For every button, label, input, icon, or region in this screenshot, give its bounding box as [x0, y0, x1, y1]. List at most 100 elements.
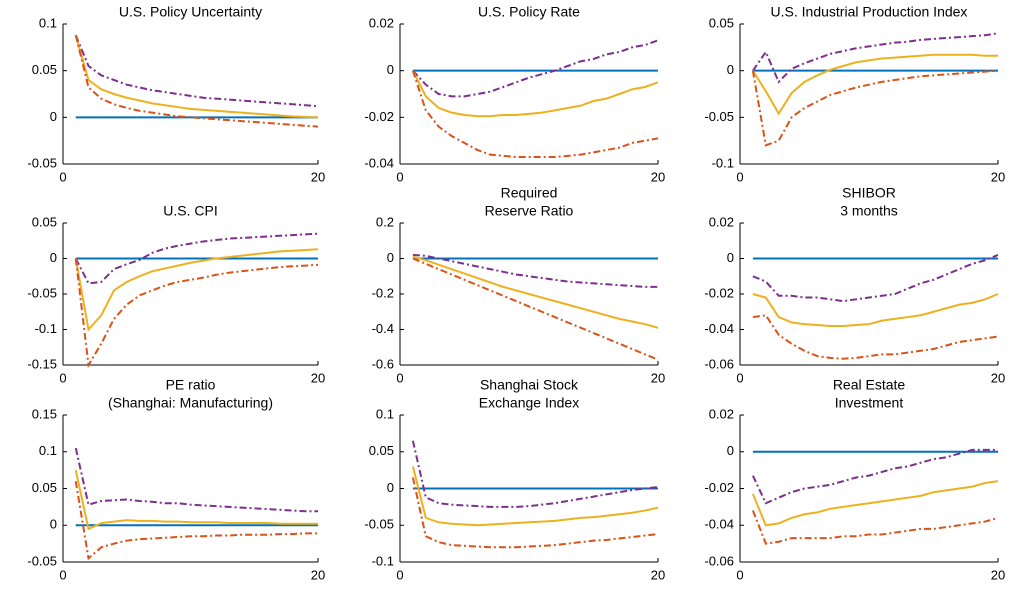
series-line	[752, 32, 999, 84]
chart-title: Investment	[835, 395, 904, 411]
series-line	[752, 314, 999, 360]
y-tick-label: 0.05	[32, 62, 57, 77]
x-tick-label: 0	[736, 169, 743, 184]
series-line	[74, 258, 319, 369]
y-tick-label: -0.02	[364, 109, 394, 124]
y-tick-label: 0.15	[32, 406, 57, 421]
x-tick-label: 0	[736, 567, 743, 582]
y-tick-label: -0.05	[704, 109, 734, 124]
y-tick-label: 0	[727, 443, 734, 458]
y-tick-label: 0	[50, 250, 57, 265]
series-line	[751, 69, 999, 147]
series-line	[412, 257, 659, 361]
y-tick-label: -0.04	[704, 517, 734, 532]
x-tick-label: 0	[396, 169, 403, 184]
x-tick-label: 0	[396, 567, 403, 582]
series-line	[412, 255, 659, 329]
y-tick-label: 0.02	[709, 406, 734, 421]
y-tick-label: 0	[50, 517, 57, 532]
series-line	[411, 440, 659, 508]
y-tick-label: -0.04	[364, 155, 394, 170]
x-tick-label: 20	[991, 370, 1005, 385]
y-tick-label: -0.06	[704, 356, 734, 371]
chart-title: U.S. CPI	[163, 203, 217, 219]
y-tick-label: -0.1	[35, 321, 57, 336]
x-tick-label: 20	[651, 567, 665, 582]
series-line	[412, 70, 659, 118]
y-tick-label: -0.1	[372, 553, 394, 568]
y-tick-label: 0	[387, 480, 394, 495]
series-line	[412, 39, 659, 98]
chart-title: SHIBOR	[842, 185, 896, 201]
chart-title: Real Estate	[833, 377, 906, 393]
x-tick-label: 20	[311, 567, 325, 582]
series-line	[74, 34, 319, 119]
y-tick-label: -0.04	[704, 321, 734, 336]
x-tick-label: 20	[991, 169, 1005, 184]
x-tick-label: 0	[59, 169, 66, 184]
x-tick-label: 20	[651, 370, 665, 385]
series-line	[74, 34, 319, 128]
y-tick-label: 0.02	[369, 15, 394, 30]
y-tick-label: -0.2	[372, 285, 394, 300]
series-line	[74, 447, 318, 513]
x-tick-label: 0	[736, 370, 743, 385]
y-tick-label: -0.15	[27, 356, 57, 371]
series-line	[751, 480, 999, 527]
y-tick-label: 0.05	[369, 443, 394, 458]
chart-title: Shanghai Stock	[480, 377, 579, 393]
y-tick-label: 0.1	[39, 443, 57, 458]
series-line	[752, 293, 999, 327]
y-tick-label: 0.02	[709, 214, 734, 229]
y-tick-label: -0.05	[27, 285, 57, 300]
chart-title: U.S. Policy Uncertainty	[119, 4, 262, 20]
x-tick-label: 0	[59, 370, 66, 385]
series-line	[751, 448, 998, 505]
y-tick-label: 0	[387, 62, 394, 77]
y-tick-label: -0.06	[704, 553, 734, 568]
y-tick-label: -0.02	[704, 480, 734, 495]
chart-title: U.S. Industrial Production Index	[771, 4, 968, 20]
y-tick-label: 0.05	[709, 15, 734, 30]
chart-title: Required	[501, 185, 558, 201]
series-line	[412, 253, 658, 288]
x-tick-label: 0	[59, 567, 66, 582]
chart-title: Reserve Ratio	[485, 203, 574, 219]
series-line	[751, 510, 999, 545]
y-tick-label: -0.05	[27, 553, 57, 568]
y-tick-label: -0.1	[712, 155, 734, 170]
y-tick-label: 0.1	[39, 15, 57, 30]
y-tick-label: -0.6	[372, 356, 394, 371]
chart-title: PE ratio	[166, 377, 216, 393]
x-tick-label: 0	[396, 370, 403, 385]
series-line	[411, 466, 659, 527]
series-line	[74, 232, 319, 285]
series-line	[74, 480, 318, 561]
y-tick-label: 0.05	[32, 480, 57, 495]
y-tick-label: 0	[387, 250, 394, 265]
chart-title: U.S. Policy Rate	[478, 4, 580, 20]
series-line	[74, 469, 318, 531]
y-tick-label: 0.1	[376, 406, 394, 421]
y-tick-label: -0.02	[704, 285, 734, 300]
series-line	[411, 70, 659, 158]
series-line	[411, 477, 659, 549]
y-tick-label: 0.05	[32, 214, 57, 229]
y-tick-label: 0	[727, 250, 734, 265]
x-tick-label: 20	[651, 169, 665, 184]
series-line	[74, 34, 319, 108]
y-tick-label: 0	[50, 109, 57, 124]
series-line	[752, 254, 999, 303]
chart-title: Exchange Index	[479, 395, 579, 411]
chart-title: 3 months	[840, 203, 898, 219]
chart-title: (Shanghai: Manufacturing)	[108, 395, 273, 411]
x-tick-label: 20	[311, 370, 325, 385]
y-tick-label: -0.05	[364, 517, 394, 532]
series-line	[752, 53, 998, 116]
y-tick-label: 0	[727, 62, 734, 77]
x-tick-label: 20	[991, 567, 1005, 582]
y-tick-label: -0.05	[27, 155, 57, 170]
y-tick-label: 0.2	[376, 214, 394, 229]
